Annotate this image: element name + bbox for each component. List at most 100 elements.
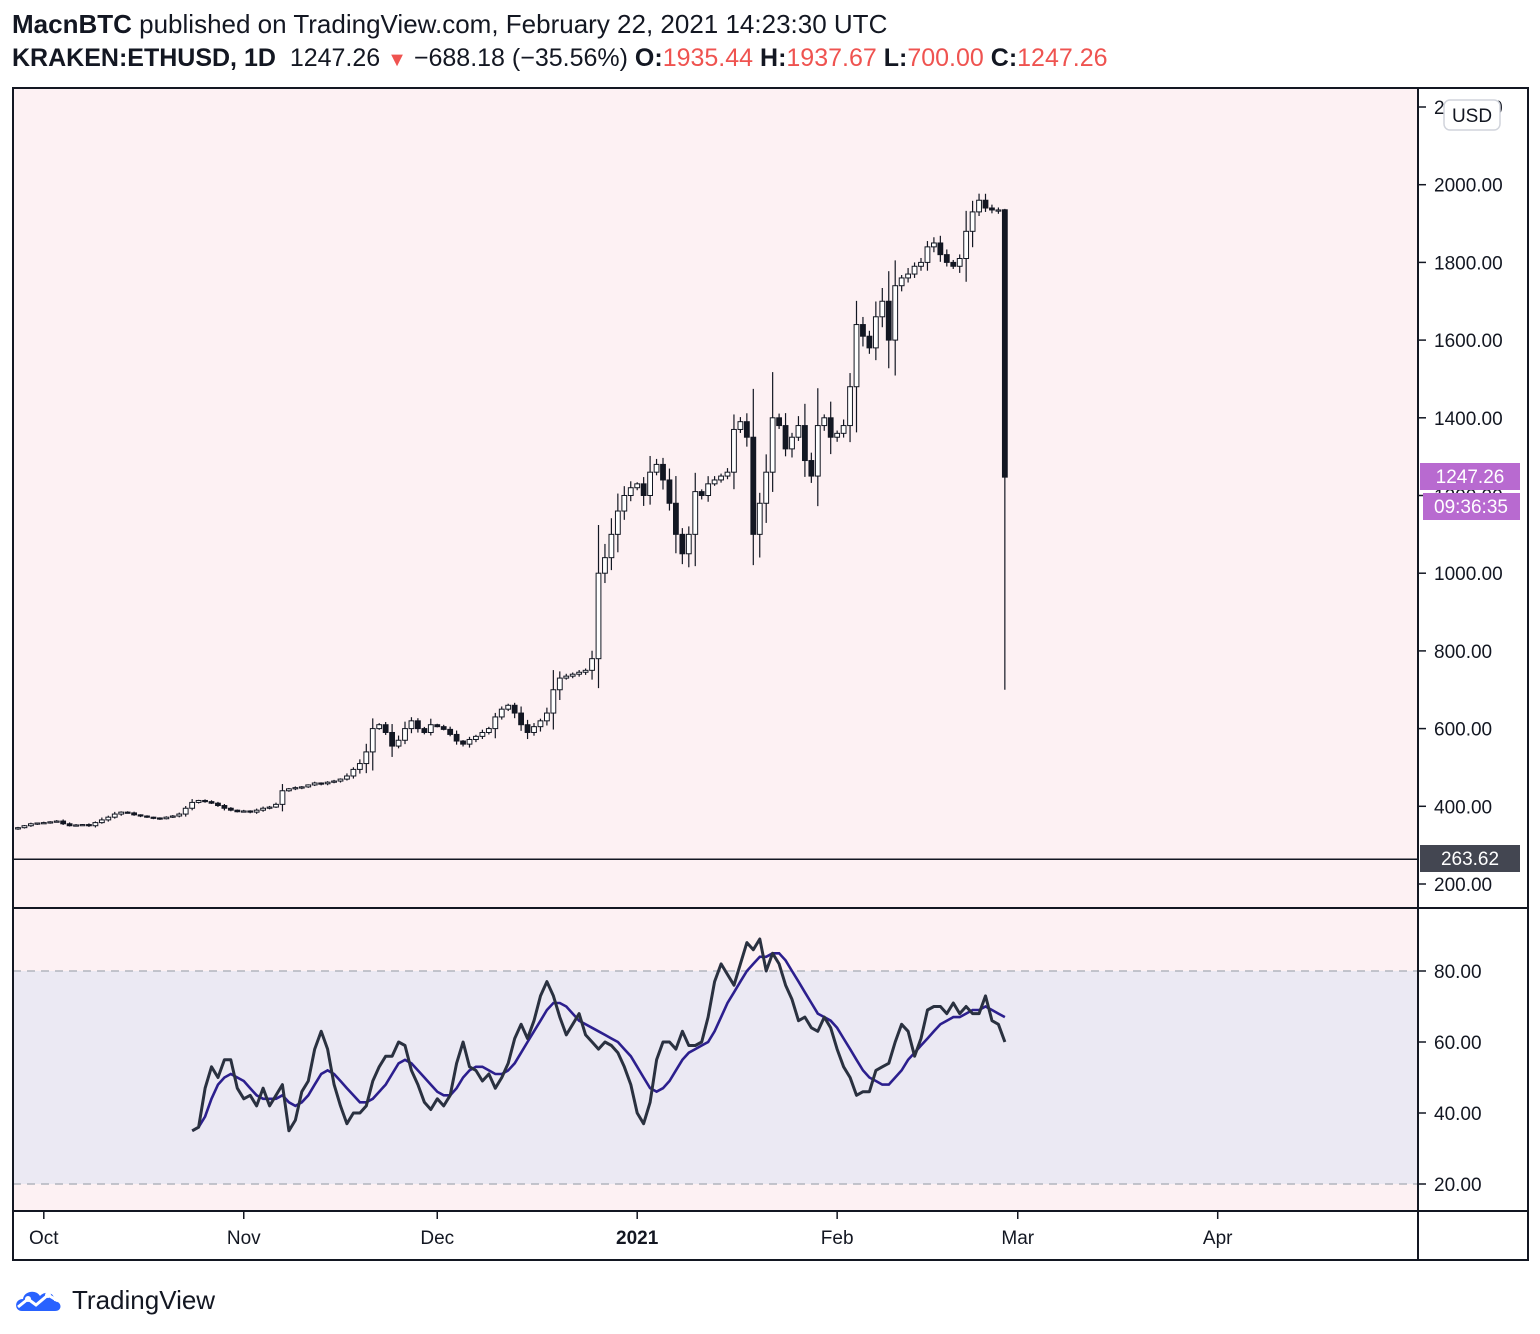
candle — [692, 472, 699, 567]
candle — [253, 808, 260, 814]
candle — [376, 723, 383, 730]
candle — [382, 722, 389, 735]
candle — [247, 810, 254, 814]
candle — [389, 724, 396, 757]
candle — [408, 717, 415, 734]
candle — [318, 782, 325, 786]
candle — [498, 706, 505, 720]
chart-canvas[interactable]: 200.00400.00600.00800.001000.001200.0014… — [0, 0, 1540, 1280]
candle — [453, 730, 460, 745]
candle — [395, 735, 402, 749]
rsi-axis[interactable]: 20.00 40.00 60.00 80.00 — [1418, 962, 1482, 1196]
candle — [434, 723, 441, 728]
price-tick-label: 1800.00 — [1434, 253, 1503, 274]
candle — [537, 718, 544, 732]
price-tick-label: 1600.00 — [1434, 331, 1503, 352]
candle — [924, 241, 931, 271]
time-axis[interactable]: Oct Nov Dec 2021 Feb Mar Apr — [29, 1211, 1233, 1249]
tradingview-footer[interactable]: TradingView — [12, 1280, 215, 1320]
candle — [169, 815, 176, 818]
candle — [989, 204, 995, 214]
candle — [614, 493, 621, 553]
price-tick-label: 400.00 — [1434, 797, 1492, 818]
candle — [40, 821, 47, 825]
candle — [266, 805, 273, 810]
candle — [718, 473, 724, 483]
open-label: O: — [634, 44, 663, 72]
candle — [505, 703, 512, 712]
candle — [473, 734, 479, 743]
candle — [131, 811, 137, 816]
chart-frame — [12, 87, 1529, 1261]
time-tick-label: 2021 — [616, 1228, 659, 1249]
candle — [673, 476, 679, 554]
candle — [589, 650, 595, 680]
time-tick-label: Dec — [420, 1228, 454, 1249]
candle — [66, 822, 73, 827]
candle — [621, 486, 628, 520]
candle — [479, 729, 486, 740]
candle — [995, 207, 1002, 214]
tradingview-cloud-icon — [16, 1291, 61, 1311]
candle — [144, 815, 150, 818]
price-tick-label: 800.00 — [1434, 642, 1492, 663]
high-value: 1937.67 — [786, 44, 877, 72]
currency-badge-label: USD — [1452, 106, 1492, 127]
down-arrow-icon: ▼ — [387, 49, 407, 71]
candle — [260, 806, 267, 812]
candle — [28, 822, 34, 827]
candle — [647, 455, 654, 505]
candle — [273, 802, 279, 808]
price-pane[interactable] — [13, 88, 1418, 908]
candle — [415, 718, 421, 733]
candle — [369, 718, 376, 771]
candle — [402, 721, 408, 745]
price-tick-label: 200.00 — [1434, 875, 1492, 896]
candle — [950, 259, 957, 269]
candle — [524, 719, 531, 740]
candle — [98, 817, 105, 824]
rsi-band — [13, 971, 1418, 1184]
close-value: 1247.26 — [1017, 44, 1108, 72]
candle — [569, 672, 576, 679]
price-tick-label: 1000.00 — [1434, 564, 1503, 585]
candle — [518, 706, 525, 731]
open-value: 1935.44 — [662, 44, 754, 72]
candle — [286, 787, 292, 792]
candle — [595, 524, 602, 689]
candle — [292, 786, 299, 791]
close-label: C: — [990, 44, 1018, 72]
rsi-tick-label: 40.00 — [1434, 1104, 1482, 1125]
candle — [202, 799, 208, 803]
candle — [847, 373, 853, 443]
candle — [776, 413, 783, 429]
rsi-ma-line — [191, 951, 1006, 1132]
candle — [795, 416, 802, 441]
currency-badge[interactable]: USD — [1443, 99, 1501, 131]
candle — [182, 806, 189, 817]
candle — [240, 809, 247, 813]
candle — [582, 668, 589, 675]
candle — [311, 781, 318, 787]
candle — [918, 257, 924, 271]
time-tick-label: Nov — [227, 1228, 261, 1249]
candle — [789, 432, 795, 458]
price-tick-label: 2000.00 — [1434, 176, 1503, 197]
candle — [937, 235, 944, 262]
candle — [982, 193, 989, 212]
countdown-tag-label: 09:36:35 — [1434, 497, 1508, 518]
candle — [879, 288, 886, 328]
candle — [743, 413, 750, 447]
candle — [763, 454, 770, 523]
candle — [840, 419, 847, 438]
author-name[interactable]: MacnBTC — [12, 9, 132, 39]
candle — [363, 743, 370, 774]
candle — [105, 815, 112, 822]
time-tick-label: Apr — [1203, 1228, 1233, 1249]
candle — [86, 823, 92, 827]
candle — [111, 811, 118, 819]
candle — [666, 468, 673, 511]
candle — [427, 718, 434, 736]
candle — [827, 401, 834, 455]
candle — [885, 271, 892, 369]
